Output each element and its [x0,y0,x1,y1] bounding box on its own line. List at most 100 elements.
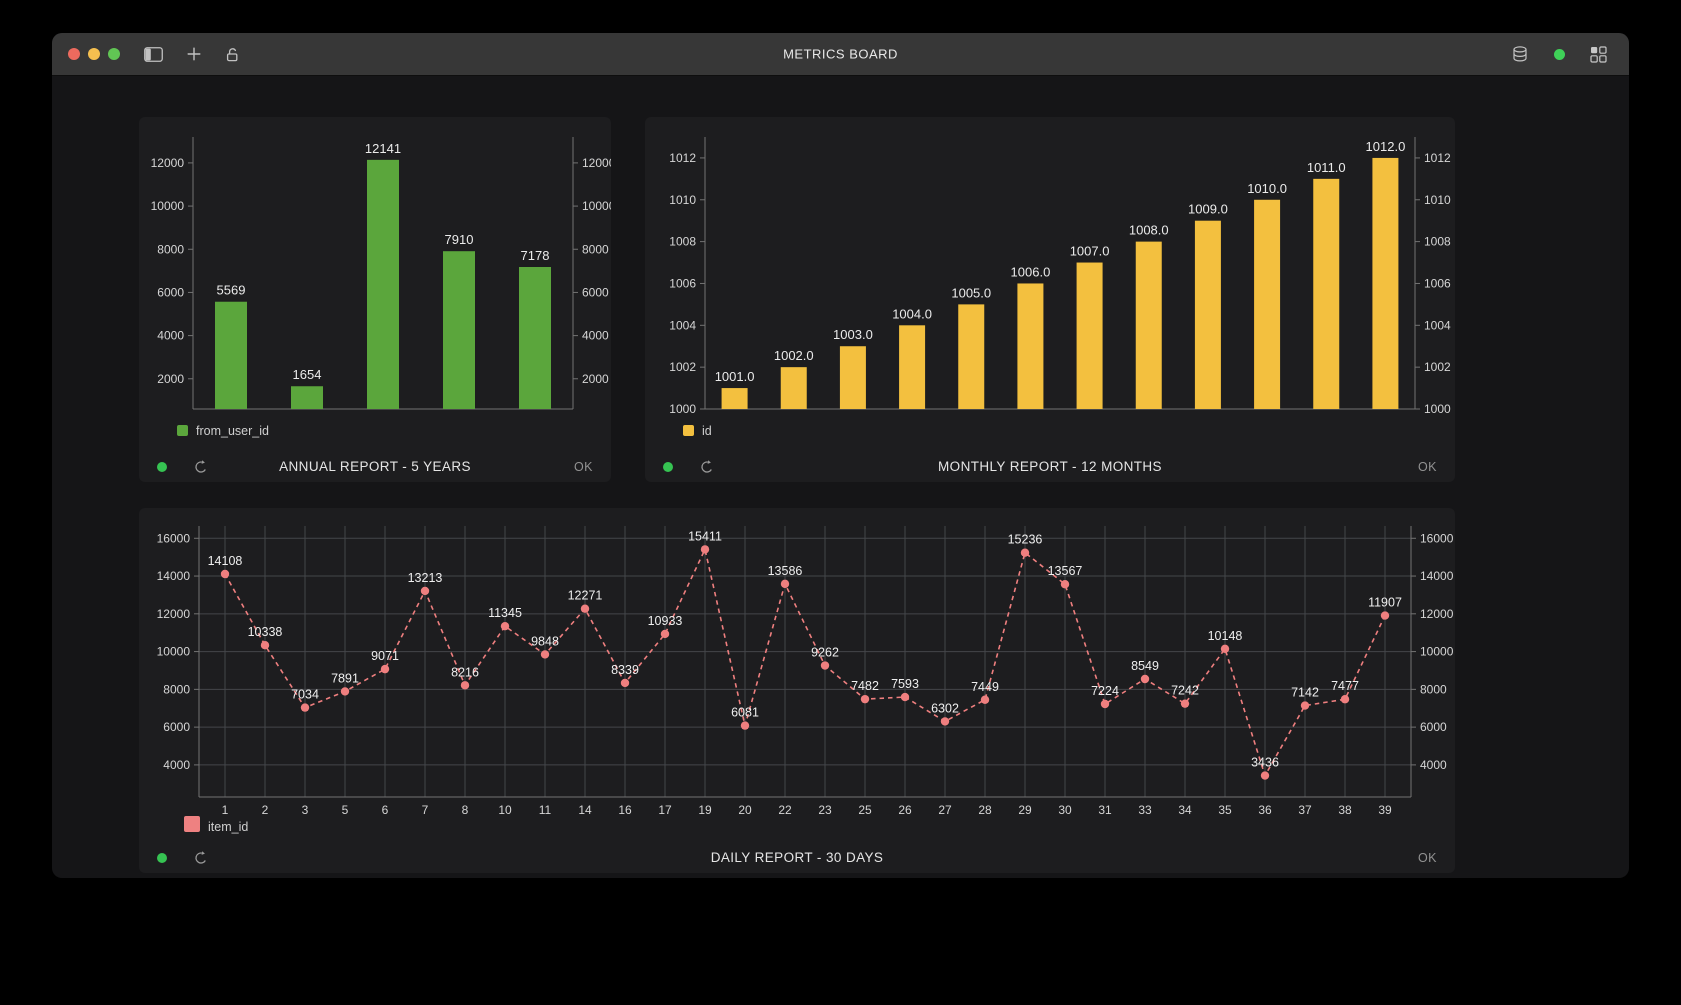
data-point [860,694,870,704]
traffic-lights [68,48,120,60]
data-point [740,721,750,730]
value-label: 1007.0 [1070,244,1110,259]
legend-item[interactable]: id [683,424,712,438]
legend-swatch [177,425,188,436]
bar [721,388,748,409]
bar [780,367,807,409]
card-title: DAILY REPORT - 30 DAYS [710,850,884,865]
value-label: 10148 [1208,629,1243,643]
value-label: 13567 [1048,564,1083,578]
bar [958,304,985,409]
card-status-dot [663,461,673,472]
x-axis-label: 7 [422,803,429,817]
y-axis-label: 4000 [157,329,184,343]
ok-button[interactable]: OK [573,459,593,474]
x-axis-label: 6 [382,803,389,817]
x-axis-label: 39 [1378,803,1392,817]
y-axis-label: 6000 [582,285,609,299]
value-label: 7482 [851,679,879,693]
window-title: METRICS BOARD [783,46,898,62]
data-point [700,545,710,554]
value-label: 7224 [1091,684,1119,698]
y-axis-label: 1006 [1424,276,1451,290]
bar [367,159,399,409]
x-axis-label: 17 [658,803,672,817]
chart-card-monthly-report: 1000 1000 1002 1002 1004 1004 1006 1006 1008 1008… [645,117,1455,482]
zoom-button[interactable] [108,48,120,60]
value-label: 7242 [1171,684,1199,698]
value-label: 12271 [568,589,603,603]
y-axis-label: 2000 [582,372,609,386]
data-point [1060,580,1070,589]
value-label: 10933 [648,614,683,628]
value-label: 9262 [811,646,839,660]
x-axis-label: 34 [1178,803,1192,817]
bar [1254,199,1281,409]
ok-button[interactable]: OK [1417,850,1437,865]
data-point [380,664,390,674]
y-axis-label: 1000 [669,402,696,416]
y-axis-label: 1002 [1424,360,1451,374]
database-icon[interactable] [1511,45,1529,63]
x-axis-label: 29 [1018,803,1032,817]
unlock-icon[interactable] [225,46,240,62]
sidebar-toggle-icon[interactable] [144,46,163,62]
value-label: 7178 [521,248,550,263]
y-axis-label: 6000 [157,285,184,299]
legend-swatch [184,816,200,832]
y-axis-label: 4000 [163,758,190,772]
x-axis-label: 22 [778,803,792,817]
ok-button[interactable]: OK [1417,459,1437,474]
titlebar-right-icons [1511,45,1607,63]
legend-item[interactable]: item_id [184,816,248,834]
data-point [300,703,310,712]
card-footer: MONTHLY REPORT - 12 MONTHS OK [645,451,1455,482]
y-axis-label: 6000 [163,720,190,734]
value-label: 7034 [291,688,319,702]
data-point [420,586,430,596]
data-point [580,604,590,613]
x-axis-label: 25 [858,803,872,817]
refresh-icon[interactable] [193,458,210,475]
value-label: 13586 [768,564,803,578]
data-point [620,678,630,688]
layout-grid-icon[interactable] [1590,45,1607,63]
card-status-dot [157,461,167,472]
data-point [1020,548,1030,557]
refresh-icon[interactable] [699,458,716,475]
x-axis-label: 5 [342,803,349,817]
x-axis-label: 19 [698,803,712,817]
y-axis-label: 8000 [582,242,609,256]
y-axis-label: 2000 [157,372,184,386]
y-axis-label: 8000 [1420,682,1447,696]
data-point [220,569,230,579]
bar [1313,178,1340,409]
chart-card-daily-report: 4000 4000 6000 6000 8000 8000 10000 10000 12000 1… [139,508,1455,873]
data-point [260,641,270,650]
data-point [1260,771,1270,780]
legend-label: from_user_id [196,424,269,438]
value-label: 13213 [408,571,443,585]
data-point [940,717,950,726]
minimize-button[interactable] [88,48,100,60]
data-point [1300,701,1310,710]
x-axis-label: 30 [1058,803,1072,817]
bar [839,346,866,409]
new-tab-icon[interactable] [187,47,201,61]
y-axis-label: 10000 [151,199,185,213]
value-label: 11907 [1368,596,1402,610]
value-label: 1012.0 [1366,139,1406,154]
data-point [460,681,470,690]
x-axis-label: 27 [938,803,952,817]
value-label: 3436 [1251,756,1279,770]
y-axis-label: 12000 [151,156,185,170]
legend-item[interactable]: from_user_id [177,424,269,438]
data-point [1100,699,1110,709]
refresh-icon[interactable] [193,849,210,866]
legend-label: id [702,424,712,438]
y-axis-label: 1002 [669,360,696,374]
close-button[interactable] [68,48,80,60]
value-label: 1654 [293,367,322,382]
app-window: METRICS BOARD 2000 2000 4000 4000 6000 6000 80… [52,33,1629,878]
